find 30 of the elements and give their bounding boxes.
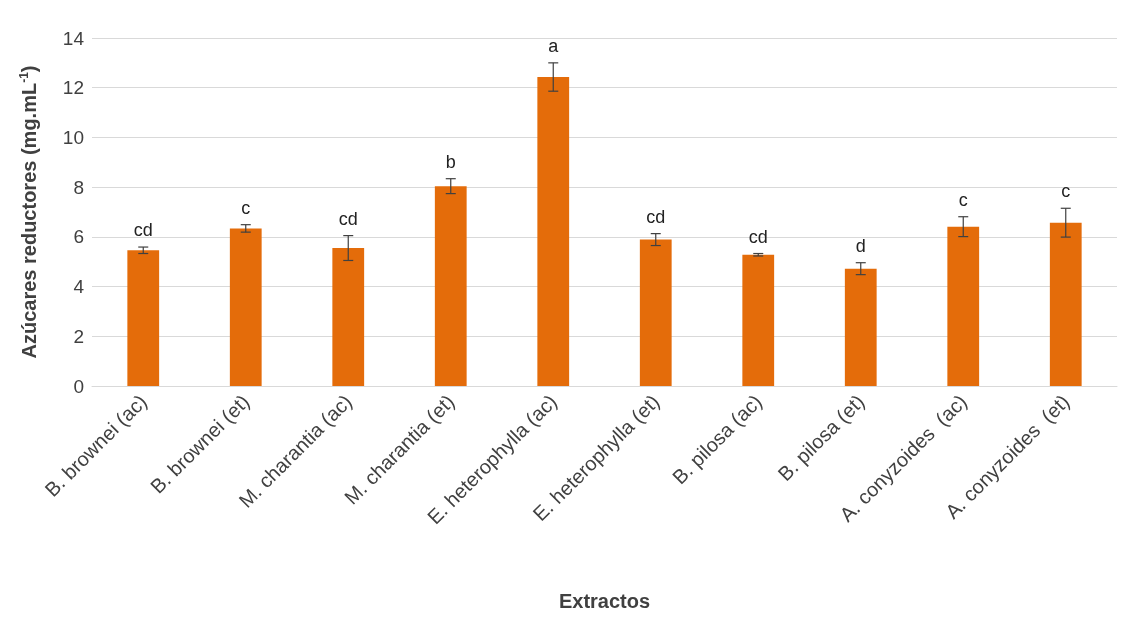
annotation: d [855,235,866,256]
bar [947,226,980,386]
bar [127,250,160,386]
y-tick-label: 4 [73,276,85,298]
annotation: b [445,151,456,172]
y-tick-label: 6 [73,226,84,248]
annotation: a [548,35,560,56]
annotation: cd [748,226,768,247]
bar [434,186,467,386]
annotation: cd [646,206,666,227]
y-tick-label: 2 [73,325,84,347]
bar [1049,222,1082,386]
annotation: cd [133,220,153,241]
x-axis-title: Extractos [558,590,651,612]
annotation: c [241,197,251,218]
bar [332,248,365,386]
y-axis-title: Azúcares reductores (mg.mL-1) [17,65,40,359]
annotation: cd [338,208,358,229]
y-tick-label: 14 [62,27,85,49]
y-tick-label: 0 [73,375,84,397]
annotation: c [958,189,968,210]
y-tick-label: 8 [73,176,84,198]
bar [229,228,262,386]
y-tick-label: 12 [62,77,84,99]
annotation: c [1061,181,1071,202]
bar [742,254,775,386]
bar [639,239,672,386]
bar [537,77,570,386]
bar [844,268,877,386]
y-tick-label: 10 [62,126,84,148]
